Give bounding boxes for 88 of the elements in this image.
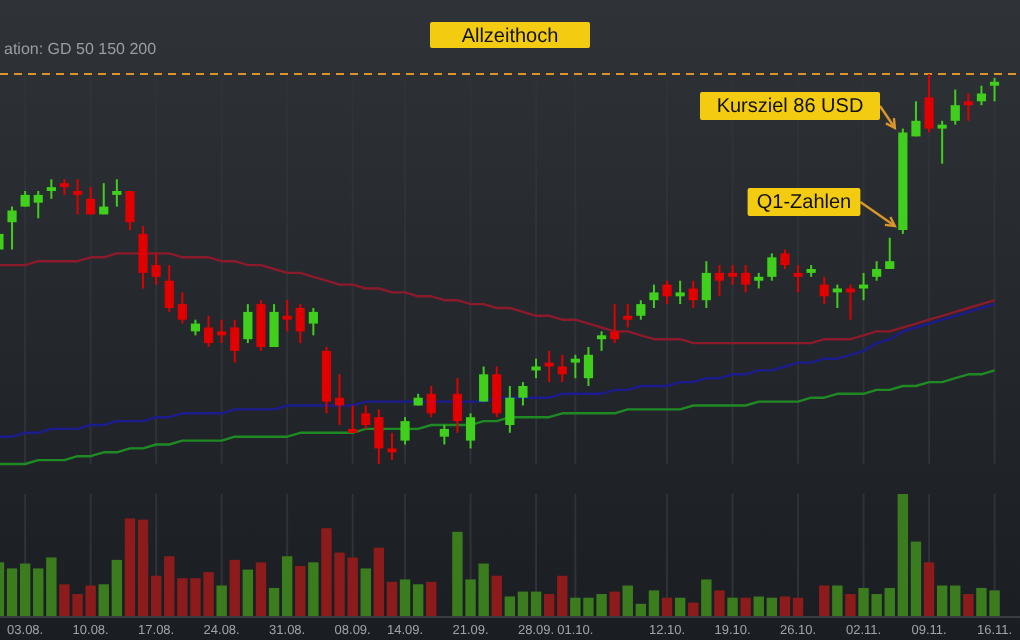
candlestick [518, 381, 528, 407]
bar [740, 597, 751, 616]
candlestick [439, 424, 449, 446]
candlestick [649, 283, 659, 309]
bar [832, 585, 843, 616]
annotation: Q1-Zahlen [756, 192, 852, 214]
bar [661, 597, 673, 616]
bar [229, 559, 240, 616]
candlestick [937, 119, 947, 165]
candlestick [86, 186, 96, 216]
candlestick [33, 190, 43, 220]
ref-line-label: Allzeithoch [461, 26, 559, 48]
bar [255, 562, 267, 616]
bar [426, 581, 437, 616]
candlestick [872, 260, 882, 282]
candlestick [400, 416, 410, 446]
candlestick [570, 353, 580, 380]
candlestick [374, 408, 384, 465]
candlestick [138, 225, 148, 290]
annotation: Kursziel 86 USD [716, 96, 864, 118]
candlestick [243, 303, 253, 345]
candlestick [308, 307, 318, 337]
candlestick [492, 365, 502, 419]
candlestick [688, 279, 698, 309]
candlestick [662, 279, 672, 306]
candlestick [256, 299, 266, 352]
candlestick [112, 178, 122, 208]
bar [308, 562, 319, 616]
candlestick [950, 88, 960, 126]
candlestick [479, 365, 489, 403]
bar [701, 579, 712, 616]
candlestick [465, 412, 476, 450]
candlestick [911, 100, 921, 138]
candlestick [334, 373, 345, 426]
candlestick [793, 264, 803, 294]
candlestick [858, 271, 869, 302]
candlestick [348, 404, 358, 434]
candlestick [46, 178, 56, 200]
bar [491, 575, 502, 616]
candlestick [151, 252, 161, 286]
candlestick [230, 318, 240, 364]
bar [688, 602, 699, 616]
candlestick [217, 318, 227, 345]
bar [845, 594, 856, 616]
candlestick [426, 385, 436, 419]
candlestick [780, 248, 790, 270]
bar [727, 597, 738, 616]
candlestick [125, 190, 135, 231]
candlestick [596, 330, 607, 352]
bar [963, 594, 974, 616]
candlestick [819, 275, 829, 306]
candlestick [701, 260, 711, 309]
candlestick [767, 252, 777, 282]
candlestick [269, 303, 279, 348]
bar [242, 569, 254, 616]
bar [819, 585, 830, 616]
candlestick [989, 76, 1000, 103]
bar [216, 585, 227, 616]
bar [714, 590, 725, 616]
candlestick [610, 303, 620, 345]
text: ation: GD 50 150 200 [4, 40, 158, 58]
candlestick [505, 385, 515, 434]
candlestick [7, 205, 17, 251]
bar [360, 568, 371, 616]
candlestick [387, 431, 397, 462]
candlestick [924, 73, 934, 134]
candlestick [72, 178, 83, 216]
candlestick [675, 279, 685, 306]
candlestick [295, 303, 305, 345]
candlestick [583, 346, 594, 387]
candlestick [203, 314, 214, 348]
bar [674, 597, 686, 616]
bar [295, 565, 306, 616]
candlestick [636, 299, 646, 321]
candlestick [282, 299, 292, 333]
candlestick [727, 264, 738, 286]
candlestick [885, 236, 895, 270]
candlestick [623, 303, 633, 329]
bar [923, 562, 935, 616]
candlestick [544, 349, 554, 384]
candlestick [164, 264, 174, 313]
bar [609, 591, 620, 616]
candlestick [741, 264, 751, 294]
candlestick [177, 291, 187, 325]
candlestick [452, 377, 463, 434]
candlestick [963, 92, 973, 122]
candlestick [361, 404, 371, 430]
candlestick [714, 264, 725, 298]
